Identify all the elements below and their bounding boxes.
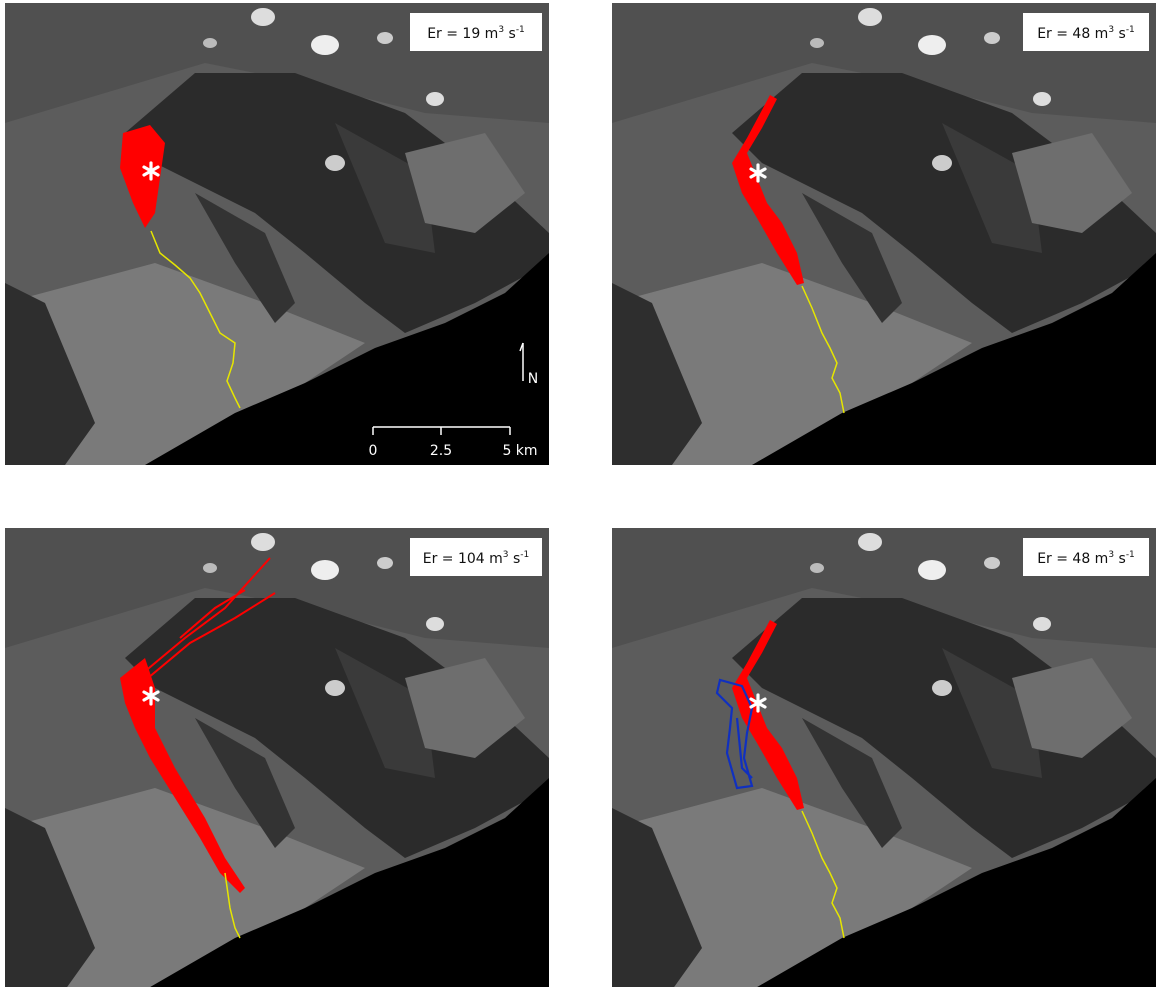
label-text: Er = 19 m [427,26,498,42]
figure: Er = 19 m3 s-1 0 2.5 5 km N Er = 48 m3 s… [0,0,1157,987]
panel-label: Er = 48 m3 s-1 [1037,550,1135,567]
scale-label: 2.5 [430,443,452,459]
label-sup: -1 [520,550,529,560]
label-text: Er = 48 m [1037,551,1108,567]
panel-label: Er = 19 m3 s-1 [427,25,525,42]
scale-label: 5 km [502,443,537,459]
label-sup: -1 [516,25,525,35]
label-text: Er = 48 m [1037,26,1108,42]
scale-label: 0 [369,443,378,459]
map-image [5,3,549,465]
label-text: Er = 104 m [423,551,503,567]
north-label: N [528,371,538,387]
label-text: s [509,551,521,567]
map-image [612,3,1156,465]
label-text: s [1114,26,1126,42]
map-image [612,528,1156,987]
panel: Er = 48 m3 s-1 [612,3,1156,465]
panel-label: Er = 48 m3 s-1 [1037,25,1135,42]
label-text: s [1114,551,1126,567]
panel-label: Er = 104 m3 s-1 [423,550,530,567]
label-text: s [504,26,516,42]
panel: Er = 19 m3 s-1 0 2.5 5 km N [5,3,549,465]
label-sup: -1 [1126,25,1135,35]
panel: Er = 104 m3 s-1 [5,528,549,987]
page: {"panels": [ {"label_parts": ["Er = 19 m… [0,0,1157,987]
panel: Er = 48 m3 s-1 [612,528,1156,987]
map-image [5,528,549,987]
label-sup: -1 [1126,550,1135,560]
